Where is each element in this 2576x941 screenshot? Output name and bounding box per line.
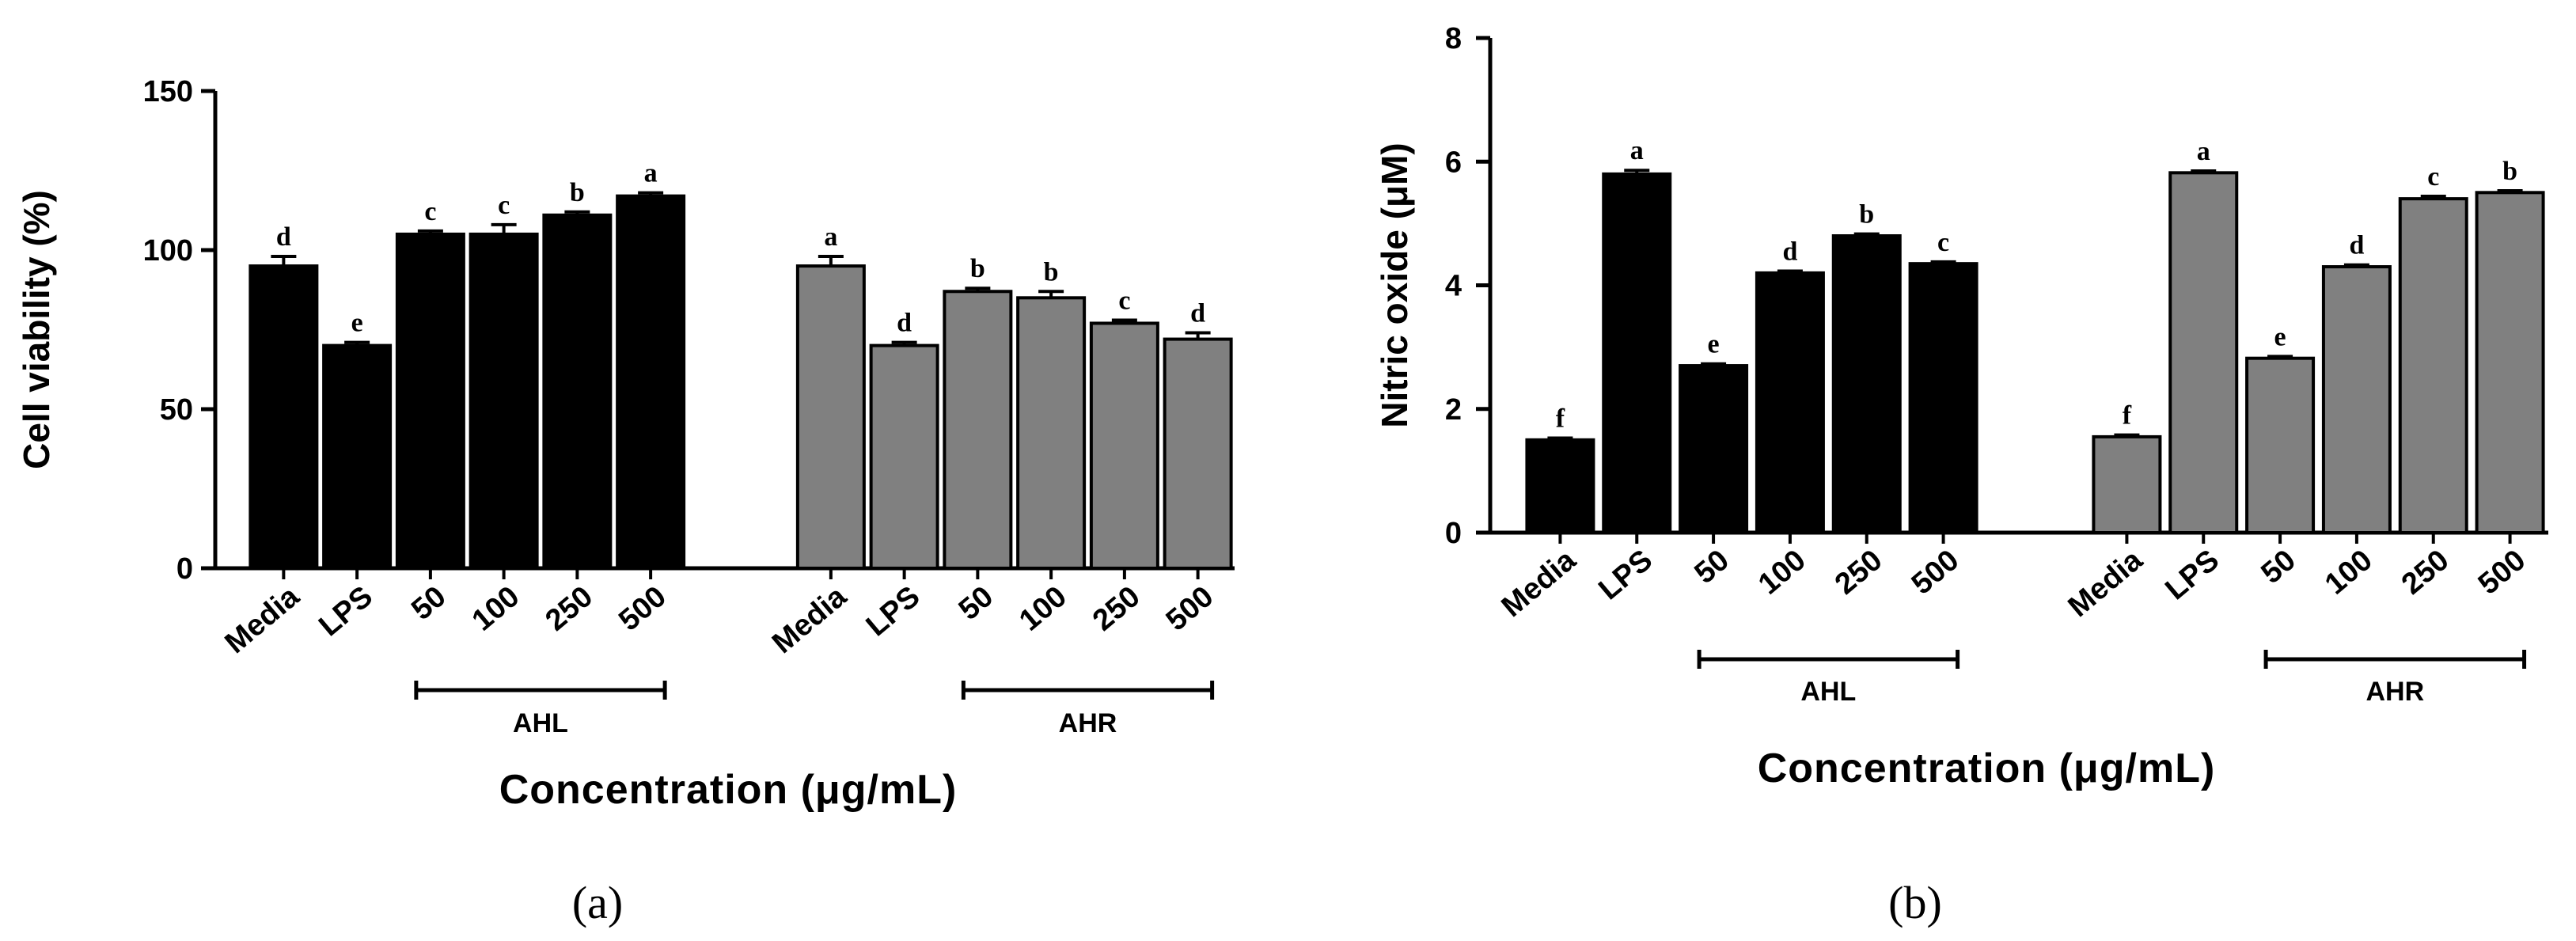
y-tick-label: 50 [160, 393, 193, 427]
significance-label: e [351, 309, 363, 338]
y-tick-label: 100 [143, 234, 193, 268]
x-tick-label: 50 [405, 580, 452, 627]
y-tick-label: 4 [1445, 270, 1462, 303]
significance-label: b [570, 178, 585, 207]
significance-label: a [1630, 136, 1644, 165]
significance-label: e [2274, 322, 2286, 351]
x-tick-label: 100 [1013, 580, 1073, 638]
significance-label: d [1782, 237, 1797, 267]
x-tick-label: 250 [1087, 580, 1147, 638]
significance-label: c [1937, 228, 1949, 257]
x-tick-label: Media [766, 579, 853, 660]
y-axis-label: Nitric oxide (μM) [1374, 142, 1415, 427]
y-tick-label: 8 [1445, 22, 1462, 55]
x-axis-label: Concentration (μg/mL) [499, 767, 958, 813]
significance-label: b [2502, 157, 2517, 186]
y-tick-label: 2 [1445, 393, 1462, 427]
x-tick-label: 100 [1752, 544, 1812, 601]
y-tick-label: 0 [1445, 517, 1462, 550]
x-tick-label: Media [219, 579, 306, 660]
significance-label: c [498, 191, 510, 220]
significance-label: a [824, 222, 837, 252]
x-tick-label: 50 [953, 580, 1000, 627]
bar [1163, 337, 1233, 570]
panel-label: (a) [572, 877, 623, 928]
x-tick-label: 100 [466, 580, 526, 638]
significance-label: e [1708, 330, 1720, 359]
x-tick-label: LPS [2159, 544, 2225, 607]
significance-label: d [897, 309, 912, 338]
bar [1908, 262, 1978, 534]
bar [2475, 191, 2545, 534]
y-tick-label: 0 [176, 552, 193, 586]
x-tick-label: 500 [613, 580, 673, 638]
group-label: AHR [2365, 677, 2424, 707]
significance-label: d [276, 222, 291, 252]
significance-label: b [1044, 257, 1059, 286]
bar [2245, 356, 2316, 534]
bar [1831, 234, 1902, 534]
bar [2168, 171, 2239, 534]
significance-label: c [2427, 162, 2439, 192]
significance-label: a [644, 159, 658, 188]
group-label: AHL [1800, 677, 1856, 707]
y-tick-label: 150 [143, 75, 193, 108]
bar [1602, 172, 1672, 534]
bar [616, 194, 686, 570]
x-tick-label: 50 [1688, 544, 1735, 590]
bar [322, 343, 393, 570]
x-tick-label: 100 [2319, 544, 2379, 601]
significance-label: d [1190, 299, 1205, 328]
bar [469, 232, 539, 570]
panel-a-chart: 0 50 100 150 d Media e LPS c 50 c 100 b 250 a 500 a Media… [16, 75, 1235, 928]
significance-label: a [2197, 137, 2210, 166]
group-label: AHL [513, 708, 568, 738]
x-tick-label: LPS [313, 580, 379, 643]
bar [2398, 197, 2468, 534]
bar [795, 264, 866, 570]
x-tick-label: Media [1496, 543, 1583, 624]
bar [1089, 321, 1159, 570]
bar [395, 232, 465, 570]
bar [1755, 271, 1825, 534]
x-tick-label: 500 [1160, 580, 1220, 638]
bar [943, 290, 1013, 570]
x-tick-label: 500 [1906, 544, 1966, 601]
significance-label: f [1556, 404, 1565, 433]
x-tick-label: 250 [1829, 544, 1889, 601]
panel-b-chart: 0 2 4 6 8 f Media a LPS e 50 d 100 b 250 c 500 f Media a LPS… [1374, 22, 2548, 928]
x-tick-label: 50 [2255, 544, 2301, 590]
bar [1016, 296, 1087, 570]
y-axis-label: Cell viability (%) [16, 190, 57, 469]
bar [542, 213, 613, 570]
bar [2092, 434, 2162, 534]
x-axis-label: Concentration (μg/mL) [1758, 746, 2216, 791]
significance-label: b [970, 254, 985, 283]
x-tick-label: LPS [860, 580, 927, 643]
panel-label: (b) [1888, 877, 1942, 928]
significance-label: c [1118, 286, 1130, 315]
y-tick-label: 6 [1445, 146, 1462, 179]
significance-label: d [2349, 231, 2364, 260]
bar [2321, 265, 2392, 534]
group-label: AHR [1059, 708, 1117, 738]
x-tick-label: 250 [2396, 544, 2456, 601]
x-tick-label: 250 [540, 580, 600, 638]
x-tick-label: Media [2062, 543, 2149, 624]
bar [869, 343, 939, 570]
x-tick-label: 500 [2472, 544, 2532, 601]
significance-label: f [2123, 401, 2132, 431]
bar [1679, 364, 1749, 534]
significance-label: b [1859, 200, 1874, 230]
significance-label: c [424, 197, 436, 226]
bar [248, 264, 319, 570]
x-tick-label: LPS [1592, 544, 1659, 607]
bar [1525, 438, 1595, 534]
